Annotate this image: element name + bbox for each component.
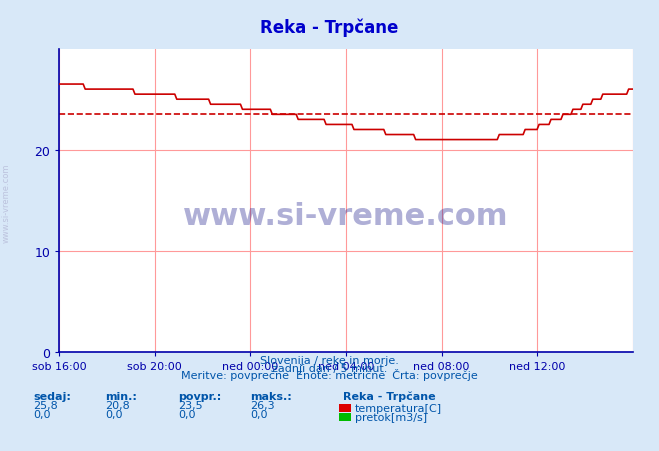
- Text: 0,0: 0,0: [178, 409, 196, 419]
- Text: Reka - Trpčane: Reka - Trpčane: [260, 18, 399, 37]
- Text: min.:: min.:: [105, 391, 137, 401]
- Text: 20,8: 20,8: [105, 400, 130, 410]
- Text: 23,5: 23,5: [178, 400, 202, 410]
- Text: 26,3: 26,3: [250, 400, 275, 410]
- Text: povpr.:: povpr.:: [178, 391, 221, 401]
- Text: pretok[m3/s]: pretok[m3/s]: [355, 412, 426, 422]
- Text: maks.:: maks.:: [250, 391, 292, 401]
- Text: temperatura[C]: temperatura[C]: [355, 403, 442, 413]
- Text: www.si-vreme.com: www.si-vreme.com: [2, 163, 11, 243]
- Text: Meritve: povprečne  Enote: metrične  Črta: povprečje: Meritve: povprečne Enote: metrične Črta:…: [181, 368, 478, 380]
- Text: 25,8: 25,8: [33, 400, 58, 410]
- Text: 0,0: 0,0: [33, 409, 51, 419]
- Text: Slovenija / reke in morje.: Slovenija / reke in morje.: [260, 355, 399, 365]
- Text: sedaj:: sedaj:: [33, 391, 71, 401]
- Text: www.si-vreme.com: www.si-vreme.com: [183, 201, 509, 230]
- Text: 0,0: 0,0: [105, 409, 123, 419]
- Text: Reka - Trpčane: Reka - Trpčane: [343, 391, 436, 401]
- Text: zadnji dan / 5 minut.: zadnji dan / 5 minut.: [272, 363, 387, 373]
- Text: 0,0: 0,0: [250, 409, 268, 419]
